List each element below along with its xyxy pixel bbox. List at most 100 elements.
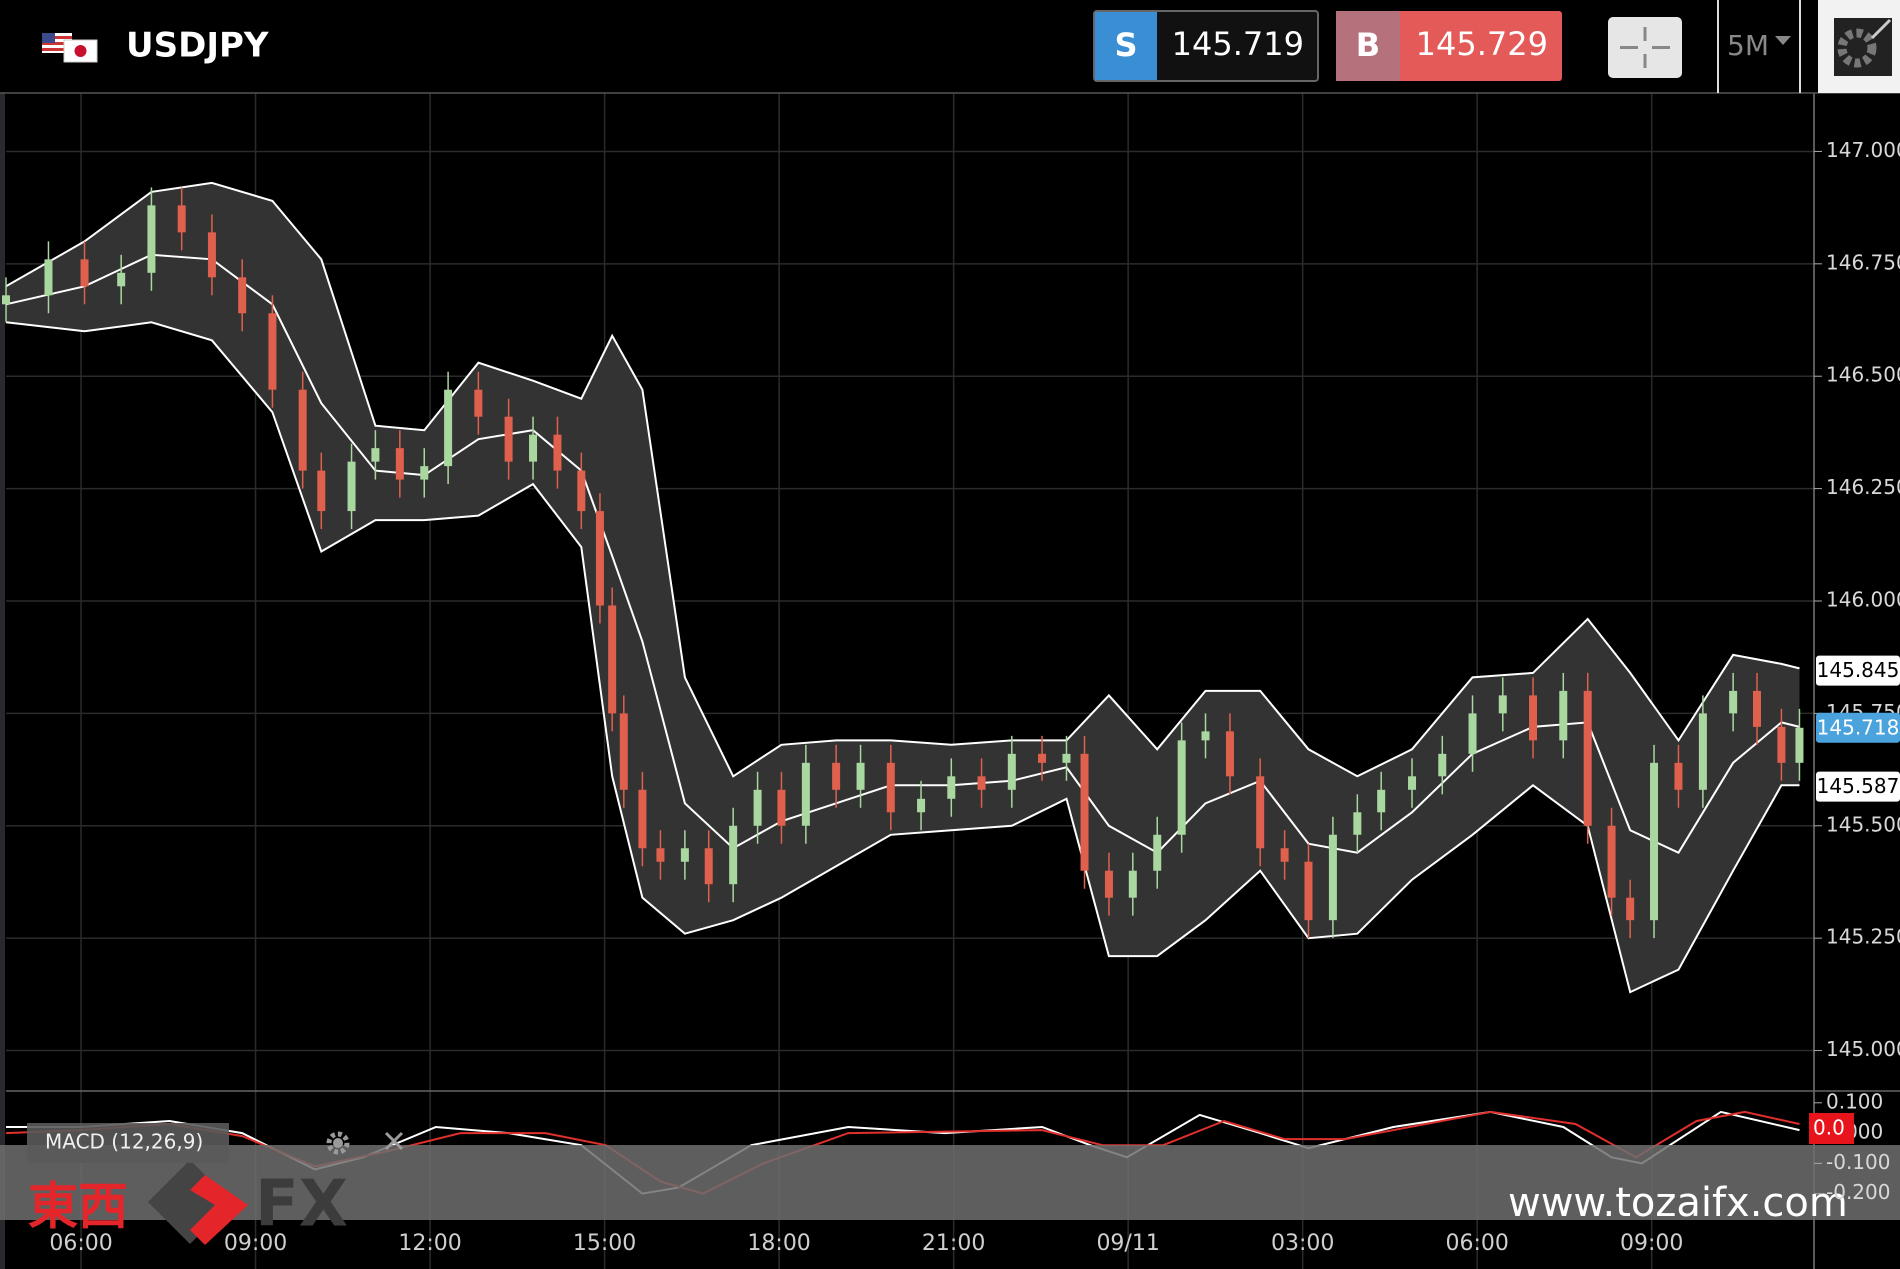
macd-tag <box>1809 1113 1854 1144</box>
candle-body <box>268 313 277 390</box>
candle-body <box>1201 731 1210 741</box>
candle-body <box>2 295 10 305</box>
price-tag-label: 145.845 <box>1817 658 1900 682</box>
candle-body <box>1128 870 1137 898</box>
candle-layer <box>2 187 1804 939</box>
buy-label: B <box>1356 26 1380 64</box>
candle-body <box>1304 861 1313 921</box>
crosshair-button[interactable] <box>1608 17 1682 78</box>
candle-body <box>177 205 186 233</box>
y-tick-label: 146.500 <box>1826 363 1900 387</box>
candle-body <box>1007 753 1016 790</box>
candle-body <box>317 470 326 512</box>
candle-body <box>1529 695 1538 741</box>
candle-body <box>1408 776 1417 790</box>
candle-body <box>977 776 986 790</box>
candle-body <box>704 848 713 885</box>
buy-button[interactable]: B 145.729 <box>1336 11 1562 81</box>
tag-layer: 145.845 145.718 145.587 0.0 <box>1809 655 1900 1144</box>
candle-body <box>801 762 810 826</box>
macd-tag-label: 0.0 <box>1813 1116 1845 1140</box>
candle-body <box>1674 762 1683 790</box>
candle-body <box>1729 690 1738 714</box>
x-tick-label: 15:00 <box>573 1231 636 1256</box>
dropdown-arrow <box>1775 36 1791 45</box>
price-tag <box>1816 712 1900 743</box>
candle-body <box>886 762 895 813</box>
candle-body <box>1752 690 1761 727</box>
candle-body <box>656 848 665 862</box>
x-tick-label: 06:00 <box>49 1231 112 1256</box>
candle-body <box>147 205 156 273</box>
candle-body <box>1438 753 1447 777</box>
header-bg <box>0 0 1900 93</box>
candle-body <box>577 470 586 512</box>
candle-body <box>1062 753 1071 763</box>
buy-price: 145.729 <box>1416 25 1548 63</box>
macd-label: MACD (12,26,9) <box>45 1130 203 1154</box>
buy-label-bg <box>1336 11 1400 81</box>
candle-body <box>856 762 865 790</box>
price-tag <box>1816 655 1900 686</box>
candle-body <box>1177 740 1186 835</box>
y-tick-label: 146.000 <box>1826 587 1900 611</box>
candle-body <box>1328 834 1337 921</box>
settings-button[interactable] <box>1818 0 1900 93</box>
candle-body <box>1583 690 1592 826</box>
crosshair-icon <box>1620 27 1670 68</box>
crosshair-bg <box>1608 17 1682 78</box>
sell-button[interactable]: S 145.719 <box>1093 10 1319 82</box>
candle-body <box>1698 713 1707 790</box>
x-tick-label: 03:00 <box>1271 1231 1334 1256</box>
logo-accent <box>190 1175 248 1245</box>
candle-body <box>1795 727 1804 763</box>
us-stripe <box>42 36 72 39</box>
timeframe-selector[interactable]: 5M <box>1727 29 1791 62</box>
sell-label: S <box>1114 26 1137 64</box>
candle-body <box>947 776 956 799</box>
candle-body <box>638 789 647 849</box>
y-tick-label: 0.100 <box>1826 1089 1883 1113</box>
candle-body <box>347 461 356 512</box>
candle-body <box>1225 731 1234 777</box>
y-tick-label: 145.500 <box>1826 812 1900 836</box>
y-tick-label: -0.100 <box>1826 1150 1890 1174</box>
candle-body <box>474 389 483 417</box>
timeframe: 5M <box>1727 29 1769 62</box>
x-tick-label: 21:00 <box>922 1231 985 1256</box>
symbol[interactable]: USDJPY <box>126 26 269 66</box>
macd-legend: MACD (12,26,9) <box>27 1123 404 1163</box>
candle-body <box>117 272 126 287</box>
candle-body <box>917 798 926 813</box>
candle-body <box>1498 695 1507 714</box>
candle-body <box>298 389 307 471</box>
macd-close-icon[interactable] <box>384 1131 404 1151</box>
candle-body <box>777 789 786 826</box>
candle-body <box>619 713 628 790</box>
candle-body <box>1607 825 1616 898</box>
x-tick-label: 09/11 <box>1096 1231 1159 1256</box>
sell-price: 145.719 <box>1172 25 1304 63</box>
price-tag-label: 145.718 <box>1817 715 1900 739</box>
candle-body <box>44 259 53 296</box>
close-stroke <box>384 1131 404 1151</box>
macd-label-box[interactable] <box>27 1123 229 1163</box>
candle-body <box>444 389 453 467</box>
candle-body <box>238 277 247 314</box>
candle-body <box>832 762 841 790</box>
band-upper <box>5 181 1800 778</box>
gear-hub <box>333 1138 343 1148</box>
x-tick-label: 12:00 <box>398 1231 461 1256</box>
candle-body <box>504 416 513 462</box>
candle-body <box>420 466 429 480</box>
y-tick-label: 146.750 <box>1826 250 1900 274</box>
currency-flags <box>42 33 98 63</box>
candle-body <box>1559 690 1568 741</box>
us-stripe <box>42 42 72 45</box>
macd-settings-icon[interactable] <box>326 1131 350 1155</box>
y-tick-label: -0.200 <box>1826 1180 1890 1204</box>
candle-body <box>1038 753 1047 763</box>
sell-label-bg <box>1095 12 1157 80</box>
